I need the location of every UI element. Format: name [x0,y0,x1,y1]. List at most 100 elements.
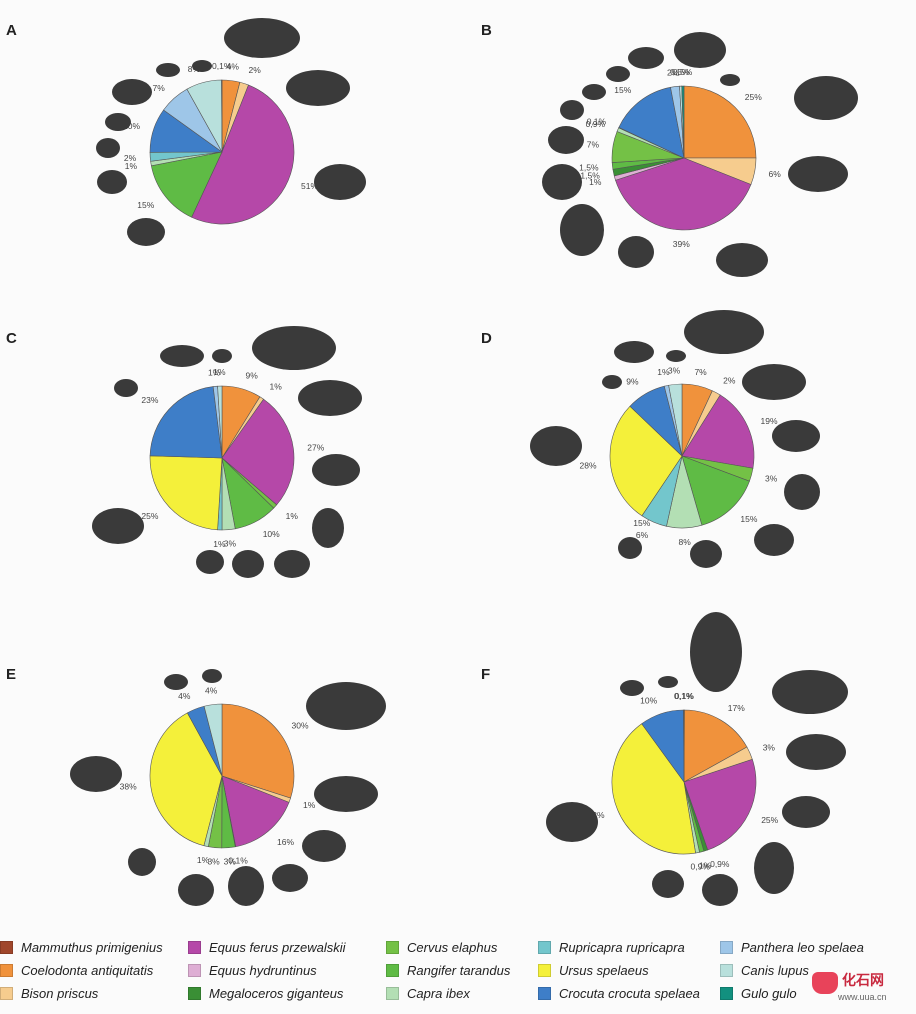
slice-label: 51% [301,181,318,191]
pie-slice [681,85,685,159]
slice-label: 2% [667,68,680,78]
legend-label: Cervus elaphus [407,939,498,955]
slice-label: 0,9% [586,119,606,129]
legend-label: Ursus spelaeus [559,962,649,978]
panel-letter: D [481,330,492,347]
animal-silhouette [628,47,664,69]
animal-silhouette [674,32,726,68]
slice-label: 28% [579,460,596,470]
legend-swatch [188,963,201,977]
animal-silhouette [702,874,738,906]
animal-silhouette [620,680,644,696]
animal-silhouette [720,74,740,86]
slice-label: 6% [769,169,782,179]
slice-label: 1% [303,800,316,810]
pie-slice [149,386,223,459]
animal-silhouette [666,350,686,362]
legend-swatch [188,986,201,1000]
slice-label: 0,5% [673,67,693,77]
pie-slice [203,703,223,777]
legend-label: Capra ibex [407,985,470,1001]
slice-label: 0,1% [228,856,248,866]
animal-silhouette [252,326,336,370]
slice-label: 4% [227,62,240,72]
slice-label: 1% [286,511,299,521]
pie-slice [615,157,752,231]
legend-item: Gulo gulo [720,984,797,1002]
legend-label: Rangifer tarandus [407,962,511,978]
slice-label: 10% [123,121,140,131]
slice-label: 15% [633,518,650,528]
pie-chart-d: 7%2%19%3%15%8%6%28%9%1%3%15% [579,365,777,547]
animal-silhouette [228,866,264,906]
animal-silhouette [614,341,654,363]
slice-label: 15% [740,514,757,524]
slice-label: 1% [589,177,602,187]
slice-label: 1% [208,367,221,377]
animal-silhouette [314,776,378,812]
animal-silhouette [560,100,584,120]
slice-label: 1% [213,539,226,549]
slice-label: 15% [614,85,631,95]
pie-slice [683,85,757,159]
slice-label: 3% [224,857,237,867]
animal-silhouette [542,164,582,200]
slice-label: 16% [277,837,294,847]
slice-label: 1,5% [580,170,600,180]
pie-slice [149,455,223,531]
slice-label: 0,1% [675,691,695,701]
legend-label: Equus ferus przewalskii [209,939,346,955]
slice-label: 1% [657,367,670,377]
legend-swatch [0,986,13,1000]
animal-silhouette [548,126,584,154]
animal-silhouette [312,454,360,486]
legend-swatch [0,963,13,977]
slice-label: 25% [745,92,762,102]
slice-label: 8% [679,537,692,547]
pie-slice [221,703,295,799]
slice-label: 3% [224,539,237,549]
pie-chart-b: 25%6%39%1%1,5%1,5%7%0,9%0,1%15%2%0,5%0,5… [579,67,782,249]
animal-silhouette [652,870,684,898]
animal-silhouette [784,474,820,510]
slice-label: 9% [246,370,259,380]
animal-silhouette [298,380,362,416]
pie-chart-f: 0,1%17%3%25%0,9%1%0,9%43%10%0,1% [588,691,779,872]
legend-item: Cervus elaphus [386,938,497,956]
animal-silhouette [196,550,224,574]
slice-label: 10% [640,695,657,705]
slice-label: 25% [141,511,158,521]
pie-slice [611,723,696,855]
slice-label: 0,5% [670,67,690,77]
slice-label: 2% [723,375,736,385]
legend-swatch [720,986,733,1000]
legend-item: Rupricapra rupricapra [538,938,685,956]
slice-label: 4% [178,691,191,701]
panel-letter: F [481,666,491,683]
animal-silhouette [164,674,188,690]
animal-silhouette [160,345,204,367]
legend-item: Megaloceros giganteus [188,984,343,1002]
legend-label: Panthera leo spelaea [741,939,864,955]
animal-silhouette [602,375,622,389]
legend-swatch [0,940,13,954]
slice-label: 7% [694,367,707,377]
animal-silhouette [128,848,156,876]
slice-label: 4% [205,686,218,696]
pie-slice [618,86,685,159]
legend-label: Crocuta crocuta spelaea [559,985,700,1001]
animal-silhouettes [70,18,858,906]
animal-silhouette [618,537,642,559]
panel-letter: A [6,22,17,39]
legend: Mammuthus primigenius Coelodonta antiquit… [0,932,916,1014]
animal-silhouette [560,204,604,256]
animal-silhouette [97,170,127,194]
animal-silhouette [786,734,846,770]
legend-swatch [386,940,399,954]
slice-label: 27% [307,442,324,452]
animal-silhouette [754,842,794,894]
pie-slice [221,775,290,848]
slice-label: 1% [213,367,226,377]
legend-label: Gulo gulo [741,985,797,1001]
legend-label: Bison priscus [21,985,99,1001]
